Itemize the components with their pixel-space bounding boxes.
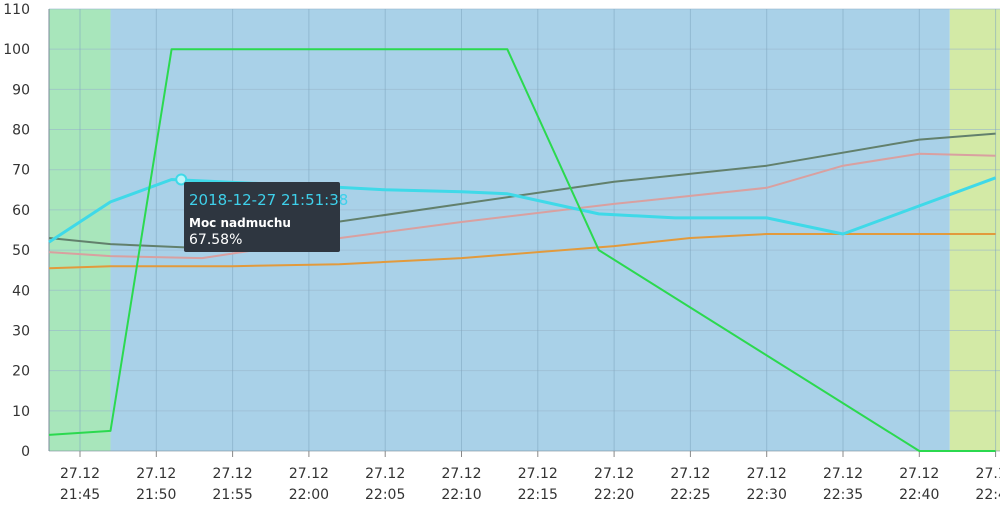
x-tick-label-time: 22:30 [747, 487, 787, 503]
series-line [48, 48, 996, 452]
tooltip-marker [175, 173, 188, 186]
x-tick-label-date: 27.12 [899, 466, 939, 482]
x-tick-label-date: 27.12 [594, 466, 634, 482]
x-tick-label-time: 22:35 [823, 487, 863, 503]
y-tick-label: 30 [12, 323, 30, 339]
x-tick-label-date: 27.12 [441, 466, 481, 482]
x-tick-label-date: 27.12 [60, 466, 100, 482]
x-tick-label-time: 22:00 [289, 487, 329, 503]
tooltip-value: 67.58% [189, 232, 243, 248]
x-tick-label-time: 21:55 [212, 487, 252, 503]
y-tick-label: 100 [3, 42, 30, 58]
background-band [949, 9, 1000, 451]
y-tick-label: 10 [12, 404, 30, 420]
x-tick-label-date: 27.12 [365, 466, 405, 482]
series-lines [48, 48, 997, 452]
x-axis-labels: 27.12 21:45 27.12 21:50 27.12 21:55 27.12 22:00… [60, 466, 1000, 503]
y-tick-label: 40 [12, 283, 30, 299]
x-tick-label-date: 27.12 [747, 466, 787, 482]
y-tick-label: 70 [12, 163, 30, 179]
y-tick-label: 20 [12, 364, 30, 380]
x-tick-label-date: 27.12 [213, 466, 253, 482]
x-tick-label-date: 27.12 [518, 466, 558, 482]
x-tick-label-time: 22:45 [975, 487, 1000, 503]
tooltip-date: 2018-12-27 21:51:38 [189, 191, 349, 209]
x-tick-label-time: 22:20 [594, 487, 634, 503]
x-tick-label-time: 22:15 [518, 487, 558, 503]
tooltip: 2018-12-27 21:51:38 Moc nadmuchu 67.58% [184, 182, 348, 252]
y-tick-label: 50 [12, 243, 30, 259]
tooltip-series-name: Moc nadmuchu [189, 216, 291, 230]
y-tick-label: 60 [12, 203, 30, 219]
horizontal-gridlines [49, 8, 1000, 452]
y-axis-labels: 0 10 20 30 40 50 60 70 80 90 100 110 [3, 2, 30, 460]
y-tick-label: 0 [21, 444, 30, 460]
y-tick-label: 110 [3, 2, 30, 18]
x-tick-label-time: 22:25 [670, 487, 710, 503]
y-tick-label: 80 [12, 123, 30, 139]
x-tick-label-date: 27.12 [289, 466, 329, 482]
hover-point [175, 173, 188, 186]
series-line [48, 152, 996, 260]
x-tick-label-time: 22:40 [899, 487, 939, 503]
x-tick-label-date: 27.12 [670, 466, 710, 482]
x-tick-label-time: 21:50 [136, 487, 176, 503]
series-line [48, 176, 997, 244]
x-tick-label-time: 22:10 [441, 487, 481, 503]
y-tick-label: 90 [12, 82, 30, 98]
x-tick-label-date: 27.12 [976, 466, 1000, 482]
x-tick-label-time: 21:45 [60, 487, 100, 503]
x-tick-label-time: 22:05 [365, 487, 405, 503]
vertical-gridlines [48, 9, 997, 457]
x-tick-label-date: 27.12 [136, 466, 176, 482]
x-tick-label-date: 27.12 [823, 466, 863, 482]
